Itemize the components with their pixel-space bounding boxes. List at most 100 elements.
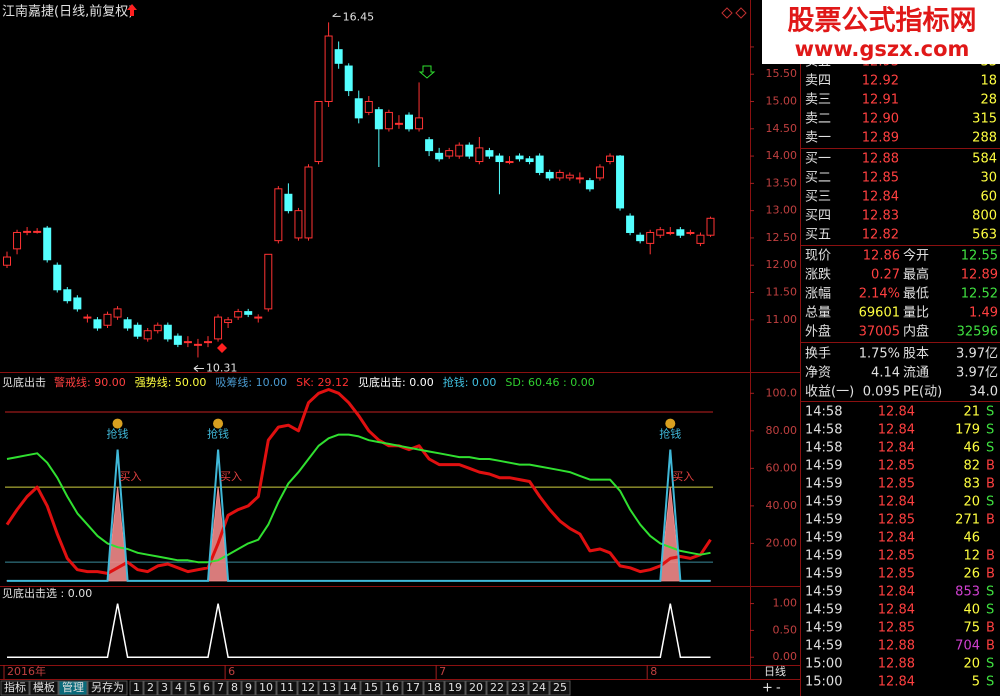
page-tab[interactable]: [171, 680, 186, 696]
candle-body: [113, 308, 122, 318]
page-tab[interactable]: [549, 680, 571, 696]
page-tab[interactable]: [465, 680, 487, 696]
page-label[interactable]: 10: [259, 681, 273, 694]
page-label[interactable]: 23: [511, 681, 525, 694]
page-tab[interactable]: [213, 680, 228, 696]
trade-time: 14:59: [805, 477, 842, 492]
candle-body: [515, 155, 524, 160]
page-tab[interactable]: [199, 680, 214, 696]
trade-price: 12.85: [878, 567, 915, 582]
trade-price: 12.84: [878, 495, 915, 510]
page-label[interactable]: 7: [217, 681, 224, 694]
page-tab[interactable]: [255, 680, 277, 696]
trade-volume: 82: [963, 459, 980, 474]
page-tab[interactable]: [339, 680, 361, 696]
trade-side: S: [986, 495, 994, 510]
page-label[interactable]: 17: [406, 681, 420, 694]
page-label[interactable]: 16: [385, 681, 399, 694]
candle-body: [254, 316, 263, 319]
stat-value: 34.0: [969, 385, 998, 400]
page-tab[interactable]: [241, 680, 256, 696]
tab[interactable]: [58, 680, 88, 696]
page-tab[interactable]: [227, 680, 242, 696]
stat-label: 现价: [805, 249, 831, 264]
page-label[interactable]: 9: [245, 681, 252, 694]
tab-label[interactable]: 指标: [4, 680, 26, 694]
y-tick-label: 14.50: [766, 122, 798, 135]
page-tab[interactable]: [276, 680, 298, 696]
y-tick-label: 0.50: [773, 623, 798, 636]
tab-label[interactable]: 模板: [33, 680, 55, 694]
tab[interactable]: [29, 680, 59, 696]
page-label[interactable]: 5: [189, 681, 196, 694]
candle-body: [173, 335, 182, 345]
candle-body: [93, 319, 102, 329]
page-label[interactable]: 13: [322, 681, 336, 694]
trade-volume: 853: [955, 585, 980, 600]
page-tab[interactable]: [507, 680, 529, 696]
page-tab[interactable]: [297, 680, 319, 696]
page-label[interactable]: 24: [532, 681, 546, 694]
stat-value: 32596: [957, 325, 998, 340]
page-label[interactable]: 8: [231, 681, 238, 694]
page-tab[interactable]: [129, 680, 144, 696]
page-tab[interactable]: [486, 680, 508, 696]
trade-volume: 46: [963, 531, 980, 546]
y-tick-label: 80.00: [766, 424, 798, 437]
low-arrow: [193, 365, 204, 372]
trade-volume: 83: [963, 477, 980, 492]
page-tab[interactable]: [444, 680, 466, 696]
candle-body: [224, 319, 233, 324]
page-label[interactable]: 20: [469, 681, 483, 694]
indicator-name: 见底出击: [2, 375, 46, 389]
page-label[interactable]: 18: [427, 681, 441, 694]
page-tab[interactable]: [360, 680, 382, 696]
page-label[interactable]: 3: [161, 681, 168, 694]
candle-body: [555, 171, 564, 179]
page-label[interactable]: 14: [343, 681, 357, 694]
page-tab[interactable]: [423, 680, 445, 696]
tab-label[interactable]: 另存为: [91, 680, 124, 694]
legend-entry: 抢钱: 0.00: [443, 375, 497, 389]
page-label[interactable]: 11: [280, 681, 294, 694]
page-label[interactable]: 12: [301, 681, 315, 694]
page-label[interactable]: 1: [133, 681, 140, 694]
money-bag-icon: [112, 418, 123, 429]
stat-value: 3.97亿: [956, 366, 998, 381]
buy-label: 买入: [220, 470, 242, 483]
zoom-button[interactable]: +: [762, 681, 773, 696]
trade-price: 12.85: [878, 621, 915, 636]
page-tab[interactable]: [143, 680, 158, 696]
page-tab[interactable]: [381, 680, 403, 696]
page-label[interactable]: 19: [448, 681, 462, 694]
page-tab[interactable]: [318, 680, 340, 696]
page-label[interactable]: 15: [364, 681, 378, 694]
tab[interactable]: [87, 680, 128, 696]
page-label[interactable]: 6: [203, 681, 210, 694]
trade-volume: 26: [963, 567, 980, 582]
trade-side: S: [986, 423, 994, 438]
candle-body: [143, 330, 152, 340]
candle-body: [595, 166, 604, 179]
tab-label[interactable]: 管理: [62, 680, 84, 694]
page-label[interactable]: 22: [490, 681, 504, 694]
y-tick-label: 13.00: [766, 204, 798, 217]
stat-label: 流通: [903, 366, 929, 381]
stat-value: 69601: [859, 306, 900, 321]
page-tab[interactable]: [528, 680, 550, 696]
page-label[interactable]: 4: [175, 681, 182, 694]
candle-body: [435, 152, 444, 160]
book-price: 12.90: [862, 112, 899, 127]
stat-value: 2.14%: [859, 287, 900, 302]
page-label[interactable]: 25: [553, 681, 567, 694]
page-label[interactable]: 2: [147, 681, 154, 694]
zoom-button[interactable]: -: [776, 681, 781, 696]
candle-body: [214, 316, 223, 340]
trade-time: 14:59: [805, 603, 842, 618]
page-tab[interactable]: [157, 680, 172, 696]
tab[interactable]: [0, 680, 30, 696]
page-tab[interactable]: [402, 680, 424, 696]
stat-label: 最低: [903, 287, 929, 302]
page-tab[interactable]: [185, 680, 200, 696]
